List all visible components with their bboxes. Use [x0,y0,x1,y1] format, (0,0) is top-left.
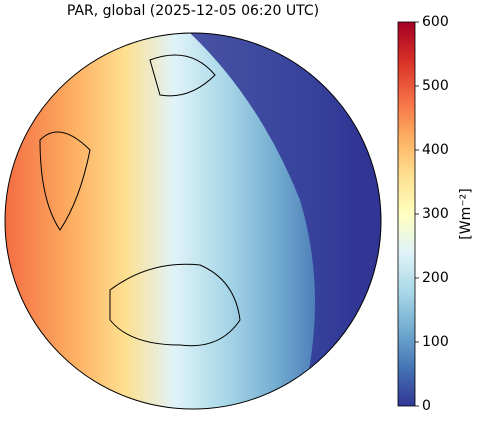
colorbar-tick-label: 600 [422,14,449,30]
map-title: PAR, global (2025-12-05 06:20 UTC) [67,3,319,19]
colorbar-tick-label: 400 [422,142,449,158]
colorbar-tick-label: 0 [422,398,431,414]
globe-map [5,33,381,409]
colorbar-tick-label: 100 [422,334,449,350]
colorbar-tick-label: 200 [422,270,449,286]
colorbar-tick-label: 300 [422,206,449,222]
globe-outline [4,32,382,410]
colorbar [397,21,416,407]
colorbar-label: [Wm⁻²] [458,188,474,239]
colorbar-tick-label: 500 [422,78,449,94]
